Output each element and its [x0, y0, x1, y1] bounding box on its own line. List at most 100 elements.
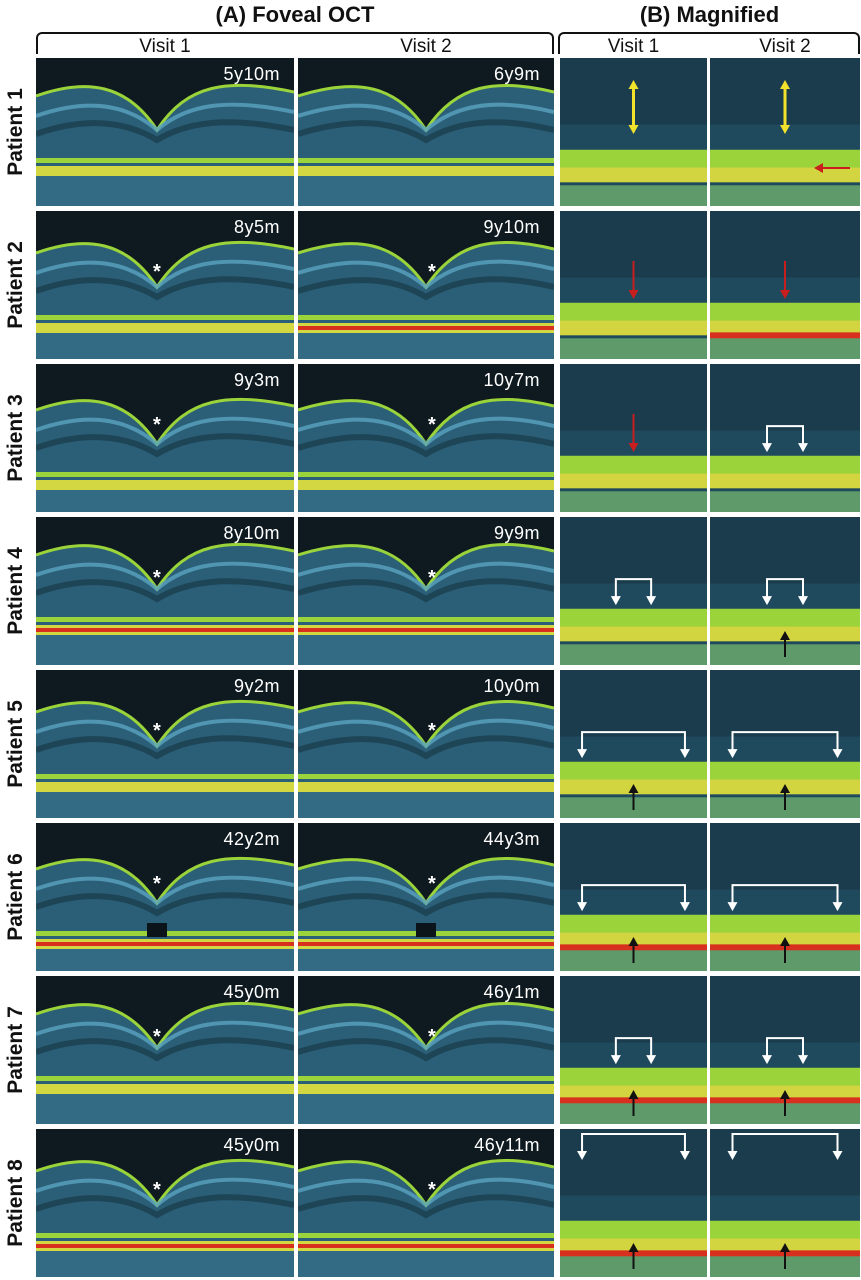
fovea-star-marker: * [153, 1026, 161, 1048]
header-foveal-oct: (A) Foveal OCT [215, 2, 375, 27]
patient-label-text: Patient 2 [4, 241, 27, 329]
oct-scan-visit2: 10y0m * [298, 670, 554, 818]
fovea-star-marker: * [428, 720, 436, 742]
magnified-scan-visit1 [560, 364, 707, 512]
oct-scan-visit2: 9y9m * [298, 517, 554, 665]
age-label: 9y9m [493, 523, 540, 543]
fovea-star-marker: * [153, 567, 161, 589]
age-label: 46y11m [474, 1135, 540, 1155]
oct-scan-visit1: 5y10m [36, 58, 294, 206]
patient-label: Patient 5 [0, 670, 32, 818]
age-label: 9y10m [483, 217, 540, 237]
visit2-label-magnified: Visit 2 [759, 36, 811, 57]
fovea-star-marker: * [428, 1179, 436, 1201]
magnified-scan-visit2 [710, 670, 860, 818]
scan-image [36, 58, 294, 206]
scan-image [710, 364, 860, 512]
scan-image [36, 211, 294, 359]
oct-scan-visit2: 10y7m * [298, 364, 554, 512]
magnified-scan-visit1 [560, 1129, 707, 1277]
patient-label-text: Patient 1 [4, 88, 27, 176]
age-label: 9y2m [233, 676, 280, 696]
fovea-star-marker: * [428, 414, 436, 436]
fovea-star-marker: * [153, 1179, 161, 1201]
scan-image [298, 976, 554, 1124]
fovea-star-marker: * [428, 1026, 436, 1048]
scan-image [710, 58, 860, 206]
header-magnified: (B) Magnified [639, 2, 780, 27]
visit2-label-oct: Visit 2 [400, 36, 452, 57]
age-label: 44y3m [483, 829, 540, 849]
oct-scan-visit2: 44y3m * [298, 823, 554, 971]
magnified-scan-visit2 [710, 976, 860, 1124]
magnified-scan-visit1 [560, 670, 707, 818]
scan-image [298, 1129, 554, 1277]
patient-label: Patient 7 [0, 976, 32, 1124]
scan-image [710, 211, 860, 359]
patient-label-text: Patient 4 [4, 547, 27, 635]
scan-image [710, 670, 860, 818]
scan-image [560, 976, 707, 1124]
oct-scan-visit1: 9y3m * [36, 364, 294, 512]
scan-image [560, 364, 707, 512]
scan-image [560, 58, 707, 206]
age-label: 6y9m [493, 64, 540, 84]
visit1-label-oct: Visit 1 [139, 36, 191, 57]
age-label: 45y0m [223, 1135, 280, 1155]
scan-image [560, 1129, 707, 1277]
fovea-star-marker: * [428, 261, 436, 283]
oct-scan-visit2: 46y11m * [298, 1129, 554, 1277]
scan-image [298, 58, 554, 206]
patient-label-text: Patient 6 [4, 853, 27, 941]
scan-image [560, 211, 707, 359]
oct-scan-visit2: 46y1m * [298, 976, 554, 1124]
scan-image [36, 670, 294, 818]
oct-scan-visit1: 45y0m * [36, 976, 294, 1124]
fovea-star-marker: * [428, 873, 436, 895]
magnified-scan-visit1 [560, 58, 707, 206]
patient-label: Patient 2 [0, 211, 32, 359]
visit1-label-magnified: Visit 1 [607, 36, 660, 57]
magnified-scan-visit1 [560, 976, 707, 1124]
magnified-scan-visit2 [710, 823, 860, 971]
patient-label: Patient 3 [0, 364, 32, 512]
age-label: 8y10m [223, 523, 280, 543]
magnified-scan-visit2 [710, 211, 860, 359]
scan-image [710, 1129, 860, 1277]
age-label: 10y7m [483, 370, 540, 390]
magnified-scan-visit1 [560, 211, 707, 359]
oct-scan-visit1: 8y5m * [36, 211, 294, 359]
scan-image [36, 1129, 294, 1277]
age-label: 42y2m [223, 829, 280, 849]
patient-label-text: Patient 3 [4, 394, 27, 482]
scan-image [298, 364, 554, 512]
scan-image [298, 211, 554, 359]
oct-scan-visit2: 9y10m * [298, 211, 554, 359]
scan-image [298, 670, 554, 818]
patient-label: Patient 1 [0, 58, 32, 206]
age-label: 9y3m [233, 370, 280, 390]
age-label: 8y5m [233, 217, 280, 237]
magnified-scan-visit2 [710, 1129, 860, 1277]
scan-image [36, 364, 294, 512]
magnified-scan-visit1 [560, 823, 707, 971]
fovea-star-marker: * [428, 567, 436, 589]
magnified-scan-visit2 [710, 58, 860, 206]
oct-scan-visit1: 42y2m * [36, 823, 294, 971]
patient-label: Patient 4 [0, 517, 32, 665]
scan-image [710, 976, 860, 1124]
age-label: 5y10m [223, 64, 280, 84]
age-label: 10y0m [483, 676, 540, 696]
age-label: 46y1m [483, 982, 540, 1002]
patient-label: Patient 8 [0, 1129, 32, 1277]
bracket-magnified [558, 32, 860, 54]
fovea-star-marker: * [153, 873, 161, 895]
fovea-star-marker: * [153, 261, 161, 283]
oct-scan-visit1: 45y0m * [36, 1129, 294, 1277]
scan-image [36, 823, 294, 971]
magnified-scan-visit2 [710, 517, 860, 665]
age-label: 45y0m [223, 982, 280, 1002]
oct-scan-visit1: 9y2m * [36, 670, 294, 818]
scan-image [36, 517, 294, 665]
patient-label-text: Patient 7 [4, 1006, 27, 1094]
